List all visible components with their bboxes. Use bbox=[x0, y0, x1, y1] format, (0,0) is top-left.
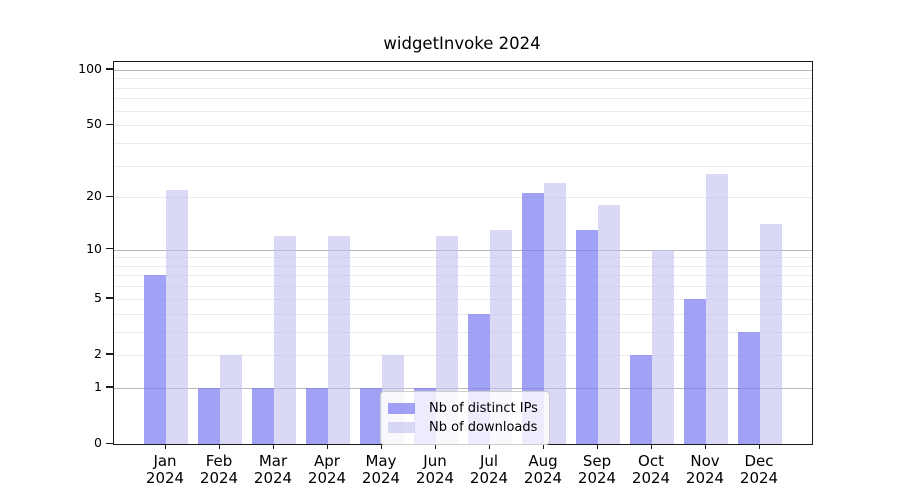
x-tick-label-nov: Nov 2024 bbox=[685, 452, 725, 487]
bar-nb-of-distinct-ips-dec bbox=[738, 331, 760, 444]
bar-nb-of-downloads-mar bbox=[274, 236, 296, 444]
x-tick-label-oct: Oct 2024 bbox=[631, 452, 671, 487]
x-tick-label-feb: Feb 2024 bbox=[199, 452, 239, 487]
gridline-minor-60 bbox=[114, 110, 812, 112]
bar-nb-of-distinct-ips-feb bbox=[198, 387, 220, 444]
x-tick-mark-oct bbox=[650, 444, 652, 449]
gridline-minor-90 bbox=[114, 78, 812, 80]
legend-swatch-distinct-ips bbox=[388, 403, 415, 414]
y-tick-label-5: 5 bbox=[94, 289, 102, 305]
bar-nb-of-distinct-ips-mar bbox=[252, 387, 274, 444]
gridline-minor-3 bbox=[114, 331, 812, 333]
bar-nb-of-distinct-ips-oct bbox=[630, 354, 652, 444]
x-tick-mark-may bbox=[380, 444, 382, 449]
x-tick-mark-feb bbox=[218, 444, 220, 449]
gridline-major-10 bbox=[114, 249, 812, 251]
y-tick-label-20: 20 bbox=[86, 188, 102, 204]
legend-label-distinct-ips: Nb of distinct IPs bbox=[429, 401, 538, 416]
gridline-major-100 bbox=[114, 69, 812, 71]
gridline-minor-50 bbox=[114, 125, 812, 127]
x-tick-mark-sep bbox=[596, 444, 598, 449]
legend-item-distinct-ips: Nb of distinct IPs bbox=[388, 399, 539, 418]
y-tick-label-100: 100 bbox=[78, 60, 102, 76]
y-tick-label-2: 2 bbox=[94, 345, 102, 361]
legend-swatch-downloads bbox=[388, 422, 415, 433]
bar-nb-of-downloads-jul bbox=[490, 229, 512, 444]
gridline-minor-7 bbox=[114, 275, 812, 277]
gridline-minor-6 bbox=[114, 286, 812, 288]
chart-title: widgetInvoke 2024 bbox=[383, 34, 541, 53]
x-tick-label-may: May 2024 bbox=[361, 452, 401, 487]
x-tick-label-apr: Apr 2024 bbox=[307, 452, 347, 487]
bar-nb-of-downloads-sep bbox=[598, 205, 620, 444]
gridline-minor-80 bbox=[114, 87, 812, 89]
gridline-minor-30 bbox=[114, 165, 812, 167]
gridline-major-1 bbox=[114, 387, 812, 389]
x-tick-mark-mar bbox=[272, 444, 274, 449]
plot-area: Nb of distinct IPs Nb of downloads bbox=[113, 61, 813, 445]
bar-nb-of-downloads-oct bbox=[652, 249, 674, 444]
bar-nb-of-downloads-aug bbox=[544, 182, 566, 444]
y-tick-mark-50 bbox=[106, 123, 113, 125]
bar-nb-of-downloads-dec bbox=[760, 224, 782, 444]
y-tick-mark-10 bbox=[106, 248, 113, 250]
bar-nb-of-distinct-ips-aug bbox=[522, 193, 544, 444]
bar-nb-of-downloads-jan bbox=[166, 189, 188, 444]
gridline-minor-8 bbox=[114, 265, 812, 267]
bar-nb-of-distinct-ips-jan bbox=[144, 275, 166, 444]
y-tick-mark-20 bbox=[106, 195, 113, 197]
x-tick-label-jan: Jan 2024 bbox=[145, 452, 185, 487]
bar-nb-of-distinct-ips-sep bbox=[576, 229, 598, 444]
y-tick-mark-100 bbox=[106, 68, 113, 70]
y-tick-label-10: 10 bbox=[86, 240, 102, 256]
x-tick-label-dec: Dec 2024 bbox=[739, 452, 779, 487]
x-tick-label-aug: Aug 2024 bbox=[523, 452, 563, 487]
y-tick-label-0: 0 bbox=[94, 435, 102, 450]
bar-nb-of-downloads-apr bbox=[328, 236, 350, 444]
y-tick-label-50: 50 bbox=[86, 116, 102, 132]
y-tick-mark-1 bbox=[106, 386, 113, 388]
x-tick-mark-dec bbox=[758, 444, 760, 449]
bar-nb-of-distinct-ips-nov bbox=[684, 298, 706, 444]
bar-nb-of-downloads-nov bbox=[706, 173, 728, 444]
y-tick-mark-2 bbox=[106, 353, 113, 355]
bar-nb-of-distinct-ips-apr bbox=[306, 387, 328, 444]
x-tick-mark-aug bbox=[542, 444, 544, 449]
x-tick-label-jun: Jun 2024 bbox=[415, 452, 455, 487]
y-tick-mark-5 bbox=[106, 297, 113, 299]
x-tick-label-mar: Mar 2024 bbox=[253, 452, 293, 487]
x-tick-mark-jan bbox=[164, 444, 166, 449]
x-tick-mark-apr bbox=[326, 444, 328, 449]
gridline-minor-20 bbox=[114, 197, 812, 199]
x-tick-label-sep: Sep 2024 bbox=[577, 452, 617, 487]
x-tick-mark-jul bbox=[488, 444, 490, 449]
legend-item-downloads: Nb of downloads bbox=[388, 418, 539, 437]
gridline-minor-5 bbox=[114, 298, 812, 300]
gridline-minor-9 bbox=[114, 257, 812, 259]
bar-nb-of-downloads-feb bbox=[220, 354, 242, 444]
gridline-minor-40 bbox=[114, 142, 812, 144]
y-tick-mark-0 bbox=[106, 442, 113, 444]
x-tick-mark-nov bbox=[704, 444, 706, 449]
legend: Nb of distinct IPs Nb of downloads bbox=[380, 391, 550, 445]
legend-label-downloads: Nb of downloads bbox=[429, 420, 538, 435]
x-tick-mark-jun bbox=[434, 444, 436, 449]
bar-nb-of-distinct-ips-may bbox=[360, 387, 382, 444]
x-tick-label-jul: Jul 2024 bbox=[469, 452, 509, 487]
gridline-minor-4 bbox=[114, 313, 812, 315]
gridline-minor-2 bbox=[114, 354, 812, 356]
y-tick-label-1: 1 bbox=[94, 378, 102, 394]
gridline-minor-70 bbox=[114, 98, 812, 100]
